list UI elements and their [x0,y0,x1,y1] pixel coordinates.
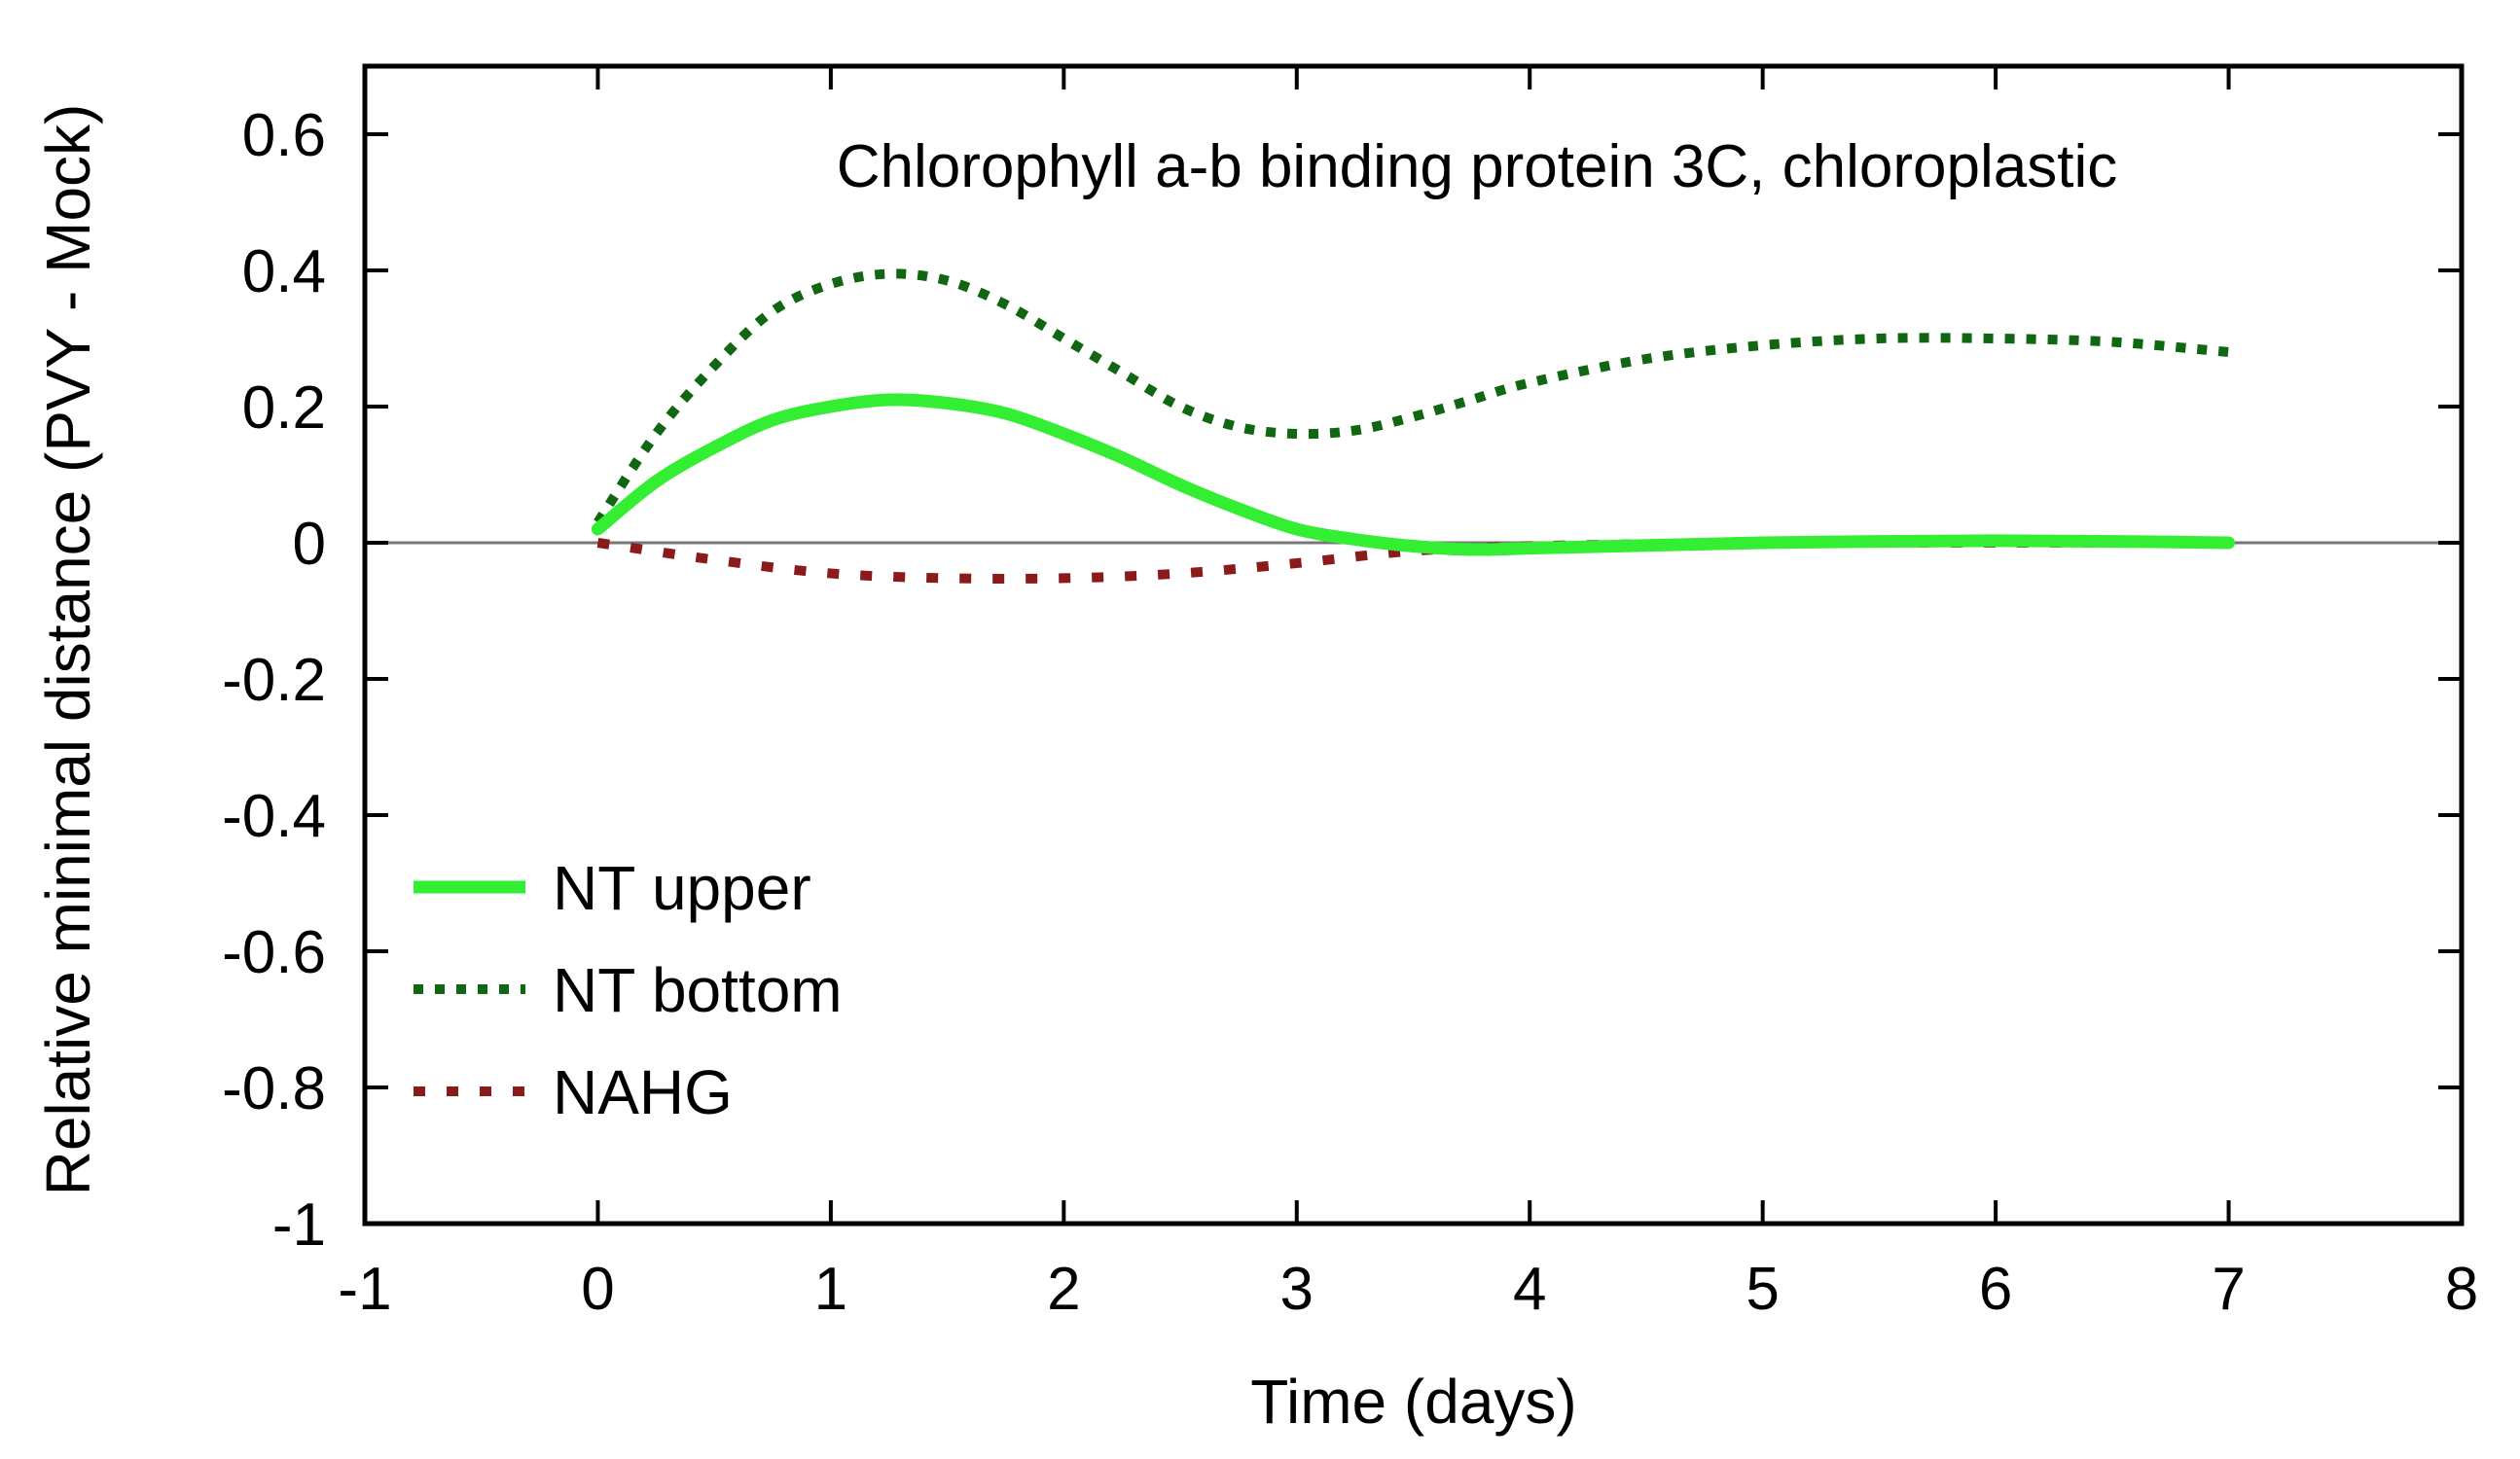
y-tick-label: 0.2 [242,374,326,442]
x-tick-label: 5 [1746,1256,1779,1323]
x-tick-label: 3 [1280,1256,1314,1323]
x-tick-label: -1 [338,1256,391,1323]
y-tick-label: -0.4 [222,783,326,850]
legend-label-nt-upper: NT upper [553,853,811,923]
series-line-nt-bottom [594,268,2230,525]
y-tick-label: -0.6 [222,919,326,986]
x-tick-label: 6 [1979,1256,2012,1323]
x-tick-label: 7 [2212,1256,2245,1323]
plot-frame [362,63,2465,1227]
y-tick-label: 0.6 [242,102,326,169]
y-tick-label: -0.2 [222,647,326,714]
legend-label-nt-bottom: NT bottom [553,955,843,1025]
x-tick-label: 4 [1513,1256,1546,1323]
series-layer [591,268,2236,584]
x-axis-title: Time (days) [1250,1367,1576,1437]
x-tick-label: 2 [1047,1256,1080,1323]
x-tick-label: 1 [814,1256,847,1323]
x-tick-label: 0 [581,1256,614,1323]
series-line-nt-upper [591,393,2236,556]
chart-annotation: Chlorophyll a-b binding protein 3C, chlo… [837,133,2118,200]
legend-label-nahg: NAHG [553,1057,733,1127]
y-tick-label: 0 [293,511,326,578]
y-tick-label: -1 [272,1192,326,1259]
y-axis-title: Relative minimal distance (PVY - Mock) [33,104,103,1196]
legend: NT upper NT bottom NAHG [414,853,843,1127]
y-tick-label: -0.8 [222,1055,326,1122]
ticks-layer: -1 0 1 2 3 4 5 6 7 8 -1 -0.8 -0.6 -0.4 -0.2 0 0.2 0.4 0.6 [222,66,2478,1323]
x-tick-label: 8 [2445,1256,2478,1323]
y-tick-label: 0.4 [242,238,326,305]
